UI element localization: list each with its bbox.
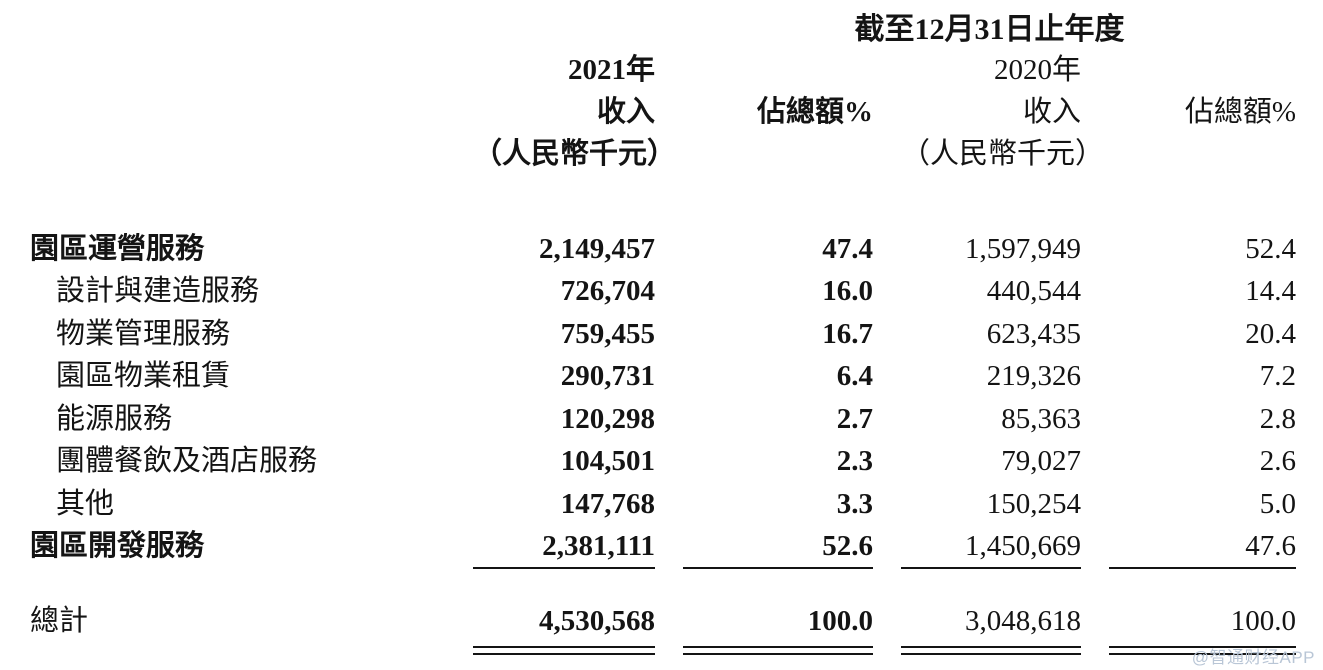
total-revenue-2020: 3,048,618 <box>965 605 1081 638</box>
revenue-2020-value: 1,450,669 <box>965 530 1081 563</box>
year-2021-label: 2021年 <box>567 54 655 87</box>
pct-2021-value: 52.6 <box>822 530 873 563</box>
revenue-2020-value: 440,544 <box>986 275 1081 308</box>
unit-2021-label: （人民幣千元） <box>473 138 677 171</box>
pct-2021-value: 6.4 <box>836 360 873 393</box>
pct-2020-value: 5.0 <box>1259 487 1296 520</box>
revenue-2021-value: 759,455 <box>560 317 655 350</box>
revenue-2021-value: 120,298 <box>560 402 655 435</box>
pct-2020-value: 47.6 <box>1245 530 1296 563</box>
pct-2020-value: 2.8 <box>1259 402 1296 435</box>
revenue-2021-header: 收入 <box>596 96 655 129</box>
revenue-2020-value: 85,363 <box>1001 402 1081 435</box>
table-row: 能源服務 120,298 2.7 85,363 2.8 <box>30 394 1323 437</box>
total-revenue-2021: 4,530,568 <box>539 605 655 638</box>
total-row: 總計 4,530,568 100.0 3,048,618 100.0 <box>30 595 1323 639</box>
double-rule-line <box>683 646 873 655</box>
revenue-2021-value: 726,704 <box>560 275 655 308</box>
row-label: 能源服務 <box>56 402 173 435</box>
revenue-2020-value: 150,254 <box>986 487 1081 520</box>
table-row: 其他 147,768 3.3 150,254 5.0 <box>30 479 1323 522</box>
table-header-units: （人民幣千元） （人民幣千元） <box>30 130 1323 172</box>
table-row: 園區開發服務 2,381,111 52.6 1,450,669 47.6 <box>30 522 1323 565</box>
pct-2021-header: 佔總額% <box>756 96 873 129</box>
revenue-2021-value: 2,381,111 <box>542 530 655 563</box>
row-label: 園區開發服務 <box>30 530 205 563</box>
pct-2021-value: 16.0 <box>822 275 873 308</box>
pct-2020-header: 佔總額% <box>1184 96 1296 129</box>
total-pct-2020: 100.0 <box>1230 605 1296 638</box>
revenue-2021-value: 290,731 <box>560 360 655 393</box>
row-label: 其他 <box>56 487 115 520</box>
watermark: @智通财经APP <box>1191 648 1315 667</box>
row-label: 設計與建造服務 <box>56 275 260 308</box>
header-body-spacer <box>30 172 1323 224</box>
period-title: 截至12月31日止年度 <box>854 13 1125 46</box>
table-row: 物業管理服務 759,455 16.7 623,435 20.4 <box>30 309 1323 352</box>
rule-line <box>901 567 1081 569</box>
pct-2021-value: 47.4 <box>822 232 873 265</box>
table-header-period: 截至12月31日止年度 <box>30 10 1323 48</box>
revenue-2021-value: 2,149,457 <box>539 232 655 265</box>
row-label: 園區物業租賃 <box>56 360 231 393</box>
total-label: 總計 <box>30 605 89 638</box>
revenue-2020-header: 收入 <box>1022 96 1081 129</box>
table-header-years: 2021年 2020年 <box>30 48 1323 88</box>
revenue-2020-value: 623,435 <box>986 317 1081 350</box>
pct-2021-value: 2.3 <box>836 445 873 478</box>
revenue-2021-value: 147,768 <box>560 487 655 520</box>
revenue-2020-value: 219,326 <box>986 360 1081 393</box>
table-row: 團體餐飲及酒店服務 104,501 2.3 79,027 2.6 <box>30 437 1323 480</box>
table-row: 設計與建造服務 726,704 16.0 440,544 14.4 <box>30 267 1323 310</box>
table-header-columns: 收入 佔總額% 收入 佔總額% <box>30 88 1323 130</box>
pct-2021-value: 16.7 <box>822 317 873 350</box>
double-rule-line <box>473 646 655 655</box>
revenue-2020-value: 1,597,949 <box>965 232 1081 265</box>
table-row: 園區物業租賃 290,731 6.4 219,326 7.2 <box>30 352 1323 395</box>
pct-2021-value: 3.3 <box>836 487 873 520</box>
subtotal-rule <box>30 567 1323 569</box>
pct-2021-value: 2.7 <box>836 402 873 435</box>
pct-2020-value: 20.4 <box>1245 317 1296 350</box>
pct-2020-value: 14.4 <box>1245 275 1296 308</box>
pre-total-spacer <box>30 569 1323 595</box>
row-label: 團體餐飲及酒店服務 <box>56 445 318 478</box>
unit-2020-label: （人民幣千元） <box>901 138 1105 171</box>
double-rule-line <box>901 646 1081 655</box>
table-row: 園區運營服務 2,149,457 47.4 1,597,949 52.4 <box>30 224 1323 267</box>
pct-2020-value: 2.6 <box>1259 445 1296 478</box>
total-pct-2021: 100.0 <box>807 605 873 638</box>
pct-2020-value: 52.4 <box>1245 232 1296 265</box>
year-2020-label: 2020年 <box>993 54 1081 87</box>
rule-line <box>1109 567 1296 569</box>
rule-line <box>473 567 655 569</box>
rule-line <box>683 567 873 569</box>
pct-2020-value: 7.2 <box>1259 360 1296 393</box>
row-label: 園區運營服務 <box>30 232 205 265</box>
row-label: 物業管理服務 <box>56 317 231 350</box>
double-rule-line <box>1109 646 1296 655</box>
total-double-rule <box>30 646 1323 655</box>
revenue-2021-value: 104,501 <box>560 445 655 478</box>
revenue-2020-value: 79,027 <box>1001 445 1081 478</box>
